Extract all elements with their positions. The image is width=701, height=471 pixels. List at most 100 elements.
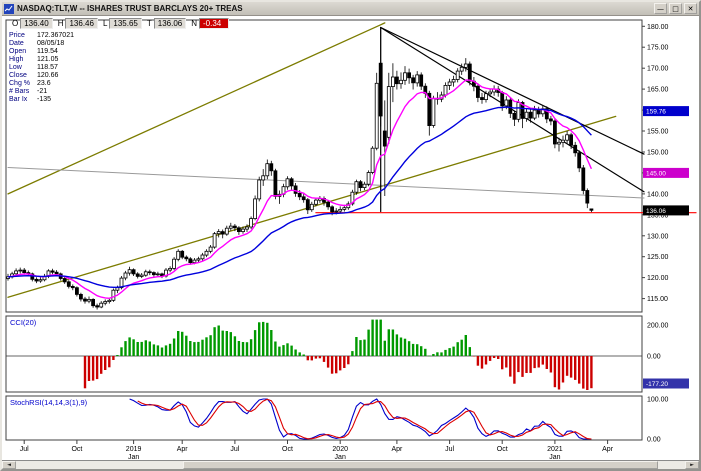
long-term-gray-line [7, 167, 645, 199]
quote-field-label: O [12, 19, 19, 28]
svg-text:Apr: Apr [177, 446, 189, 453]
stochrsi-d-line [137, 398, 592, 440]
window-titlebar[interactable]: NASDAQ:TLT,W -- ISHARES TRUST BARCLAYS 2… [2, 2, 699, 16]
info-label: Low [9, 64, 22, 71]
svg-text:125.00: 125.00 [647, 254, 669, 261]
quote-field-label: H [57, 19, 64, 28]
svg-text:155.00: 155.00 [647, 129, 669, 136]
svg-text:159.76: 159.76 [646, 109, 666, 116]
info-value: 172.367021 [37, 32, 74, 39]
chart-window-icon [4, 3, 14, 14]
info-row: Price 172.367021 [9, 32, 74, 40]
quote-field-value: 135.65 [109, 18, 142, 29]
svg-text:Apr: Apr [602, 446, 614, 453]
svg-text:Jan: Jan [335, 454, 346, 460]
quote-bar: O 136.40 H 136.46 L 135.65 T 136.06 N -0.34 [9, 18, 230, 29]
maximize-button[interactable]: □ [669, 3, 682, 14]
svg-text:Jul: Jul [445, 446, 454, 453]
info-value: 121.05 [37, 56, 59, 63]
info-label: Price [9, 32, 25, 39]
svg-text:140.00: 140.00 [647, 191, 669, 198]
svg-text:2021: 2021 [547, 446, 563, 453]
chart-canvas[interactable]: 180.00175.00170.00165.00160.00155.00150.… [2, 16, 699, 460]
stochrsi-k-line [129, 398, 592, 440]
info-value: 118.57 [37, 64, 58, 71]
svg-text:165.00: 165.00 [647, 87, 669, 94]
svg-text:-177.20: -177.20 [646, 381, 668, 388]
svg-text:Jul: Jul [20, 446, 29, 453]
candlestick-layer [6, 27, 594, 310]
close-button[interactable]: ✕ [684, 3, 697, 14]
svg-text:Jan: Jan [128, 454, 139, 460]
svg-text:StochRSI(14,14,3(1),9): StochRSI(14,14,3(1),9) [10, 398, 88, 407]
info-value: 08/05/18 [37, 40, 65, 47]
window-controls: — □ ✕ [654, 3, 697, 14]
svg-text:200.00: 200.00 [647, 323, 669, 330]
svg-text:115.00: 115.00 [647, 296, 668, 303]
svg-text:Apr: Apr [391, 446, 403, 453]
price-badges: 159.76 145.00 136.06 [643, 106, 689, 216]
svg-text:180.00: 180.00 [647, 24, 669, 31]
svg-text:136.06: 136.06 [646, 208, 666, 215]
info-label: High [9, 56, 24, 63]
info-label: Open [9, 48, 27, 55]
svg-text:Oct: Oct [282, 446, 293, 453]
scrollbar-track[interactable] [16, 461, 685, 469]
info-row: Chg % 23.6 [9, 80, 74, 88]
svg-text:130.00: 130.00 [647, 233, 669, 240]
info-label: Date [9, 40, 24, 47]
stochrsi-panel: StochRSI(14,14,3(1),9) 100.00 0.00 [10, 397, 669, 444]
info-row: High 121.05 [9, 56, 74, 64]
cci-panel: CCI(20) 200.00 0.00 -177.20 [6, 318, 689, 390]
info-value: 120.66 [37, 72, 59, 79]
info-label: Close [9, 72, 27, 79]
info-row: Bar Ix -135 [9, 96, 74, 104]
info-label: Bar Ix [9, 96, 28, 103]
wedge-steep [380, 26, 645, 193]
quote-field-value: 136.46 [65, 18, 98, 29]
svg-text:2020: 2020 [332, 446, 348, 453]
info-row: # Bars -21 [9, 88, 74, 96]
wedge-shallow [380, 26, 645, 155]
fast-ma-line [7, 79, 593, 300]
quote-field-label: L [102, 19, 108, 28]
quote-field-label: N [191, 19, 198, 28]
rising-channel-upper [7, 22, 386, 195]
info-row: Date 08/05/18 [9, 40, 74, 48]
info-row: Low 118.57 [9, 64, 74, 72]
scroll-left-button[interactable]: ◄ [2, 461, 16, 469]
svg-text:0.00: 0.00 [647, 437, 661, 444]
svg-text:100.00: 100.00 [647, 397, 669, 404]
svg-text:135.00: 135.00 [647, 212, 669, 219]
slow-ma-line [7, 106, 592, 288]
svg-text:170.00: 170.00 [647, 66, 669, 73]
svg-text:Oct: Oct [497, 446, 508, 453]
quote-field-value: 136.40 [20, 18, 53, 29]
info-label: # Bars [9, 88, 30, 95]
chart-client-area: 180.00175.00170.00165.00160.00155.00150.… [2, 16, 699, 469]
svg-text:175.00: 175.00 [647, 45, 669, 52]
panel-frames [5, 19, 643, 441]
info-value: -135 [37, 96, 52, 103]
svg-text:Jul: Jul [230, 446, 239, 453]
info-value: 23.6 [37, 80, 51, 87]
info-label: Chg % [9, 80, 31, 87]
svg-text:CCI(20): CCI(20) [10, 318, 37, 327]
info-row: Open 119.54 [9, 48, 74, 56]
svg-text:2019: 2019 [126, 446, 142, 453]
window-title: NASDAQ:TLT,W -- ISHARES TRUST BARCLAYS 2… [17, 4, 243, 13]
minimize-button[interactable]: — [654, 3, 667, 14]
scrollbar-thumb[interactable] [183, 461, 659, 469]
quote-field-label: T [146, 19, 152, 28]
horizontal-scrollbar[interactable]: ◄ ► [2, 460, 699, 469]
quote-field-value: -0.34 [199, 18, 230, 29]
info-value: -21 [37, 88, 48, 95]
svg-text:Jan: Jan [549, 454, 560, 460]
svg-text:120.00: 120.00 [647, 275, 669, 282]
scroll-right-button[interactable]: ► [685, 461, 699, 469]
quote-field-value: 136.06 [153, 18, 187, 29]
svg-text:0.00: 0.00 [647, 354, 661, 361]
measure-info-panel: Price 172.367021 Date 08/05/18 Open 119.54 Hig… [9, 32, 74, 104]
